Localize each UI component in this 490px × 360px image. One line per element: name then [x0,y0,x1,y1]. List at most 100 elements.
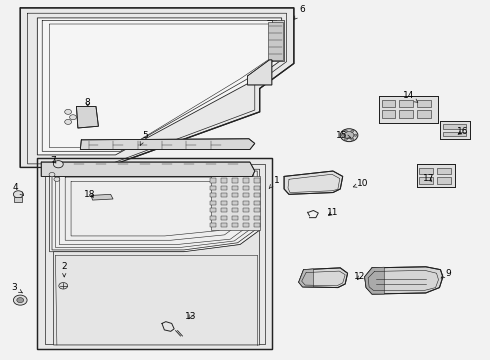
Text: 16: 16 [457,127,468,136]
Bar [254,223,260,227]
Text: 4: 4 [13,183,24,195]
Polygon shape [49,169,260,252]
Text: 6: 6 [294,5,306,19]
Polygon shape [299,268,347,288]
Circle shape [344,132,354,139]
Text: 5: 5 [140,131,147,145]
Polygon shape [91,194,113,200]
Circle shape [54,177,60,181]
Bar [419,168,433,174]
Bar [243,178,248,183]
Bar [243,216,248,220]
Bar [243,193,248,197]
Polygon shape [247,60,272,85]
Bar [221,201,227,205]
Text: 13: 13 [185,312,196,321]
Bar [221,193,227,197]
Text: 8: 8 [85,98,91,107]
Circle shape [65,120,72,125]
Circle shape [340,129,358,141]
Polygon shape [41,162,255,176]
Bar [417,111,431,118]
Circle shape [344,130,347,132]
Bar [243,208,248,212]
Bar [232,178,238,183]
Bar [399,111,413,118]
Bar [243,223,248,227]
Text: 18: 18 [84,190,96,199]
Bar [232,193,238,197]
Circle shape [59,283,68,289]
Bar [210,186,216,190]
Bar [232,216,238,220]
Bar [210,193,216,197]
Text: 15: 15 [336,131,351,140]
Bar [210,223,216,227]
Polygon shape [379,96,438,123]
Bar [382,111,395,118]
Bar [254,201,260,205]
Bar [399,100,413,107]
Bar [437,168,451,174]
Text: 2: 2 [61,262,67,277]
Bar [221,216,227,220]
Bar [254,216,260,220]
Text: 10: 10 [353,179,368,188]
Text: 9: 9 [441,269,451,278]
Polygon shape [76,107,98,128]
Circle shape [17,298,24,303]
Bar [254,193,260,197]
Text: 7: 7 [50,156,56,165]
Bar [221,186,227,190]
Bar [232,223,238,227]
Circle shape [49,172,55,177]
Bar [254,208,260,212]
Polygon shape [365,267,384,294]
Circle shape [65,109,72,114]
Polygon shape [37,18,282,155]
Bar [443,132,466,136]
Text: 17: 17 [422,174,434,183]
Polygon shape [299,269,314,287]
Polygon shape [365,267,443,294]
Text: 12: 12 [354,272,366,281]
Bar [417,100,431,107]
Polygon shape [20,8,294,167]
Polygon shape [417,164,455,187]
Polygon shape [269,22,283,60]
Text: 3: 3 [11,283,23,293]
Circle shape [53,161,63,168]
Bar [382,100,395,107]
Polygon shape [14,197,22,202]
Circle shape [13,191,23,198]
Polygon shape [267,21,284,61]
Bar [419,177,433,184]
Bar [221,208,227,212]
Bar [232,201,238,205]
Bar [221,223,227,227]
Circle shape [351,130,354,132]
Text: 14: 14 [403,91,418,102]
Bar [254,178,260,183]
Circle shape [341,134,344,136]
Text: 1: 1 [269,176,280,188]
Bar [443,125,466,129]
Circle shape [354,134,357,136]
Bar [243,201,248,205]
Polygon shape [211,176,260,230]
Polygon shape [284,171,343,194]
Bar [210,201,216,205]
Bar [210,208,216,212]
Bar [243,186,248,190]
Circle shape [70,115,76,120]
Bar [210,216,216,220]
Bar [232,186,238,190]
Circle shape [351,138,354,140]
Polygon shape [53,230,260,345]
Bar [437,177,451,184]
Polygon shape [441,121,470,139]
Polygon shape [37,158,272,348]
Bar [210,178,216,183]
Bar [232,208,238,212]
Circle shape [13,295,27,305]
